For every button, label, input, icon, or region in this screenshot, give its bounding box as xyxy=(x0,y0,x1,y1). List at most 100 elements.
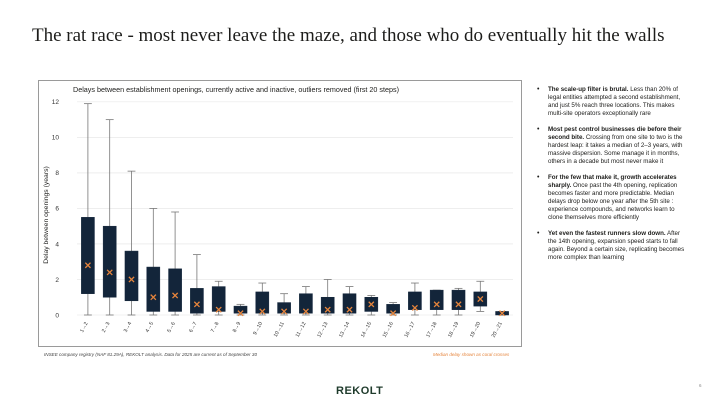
median-cross xyxy=(324,306,331,313)
x-tick-label: 7→8 xyxy=(210,321,220,334)
x-axis: 1→2 2→3 3→4 4→5 5→6 6→7 7→8 8→9 9→10 10→11 11→12 12… xyxy=(79,321,504,339)
x-tick-label: 16→17 xyxy=(404,321,417,339)
bullet-bold: Yet even the fastest runners slow down. xyxy=(548,230,666,237)
x-tick-label: 10→11 xyxy=(273,321,286,338)
slide-title: The rat race - most never leave the maze… xyxy=(32,25,665,46)
box-group xyxy=(233,303,248,317)
y-tick-label: 6 xyxy=(55,206,59,213)
box-group xyxy=(168,211,182,316)
source-footnote: INSEE company registry (NAF 81.29A), REK… xyxy=(44,352,258,357)
median-cross xyxy=(281,308,288,315)
x-tick-label: 8→9 xyxy=(232,321,242,334)
y-tick-label: 0 xyxy=(55,312,59,319)
box-group xyxy=(320,279,335,316)
x-tick-label: 15→16 xyxy=(382,321,395,339)
iqr-box xyxy=(124,250,139,302)
box-series xyxy=(81,103,509,317)
iqr-box xyxy=(190,288,204,314)
iqr-box xyxy=(299,293,313,314)
iqr-box xyxy=(233,305,248,314)
median-cross xyxy=(128,276,135,283)
iqr-box xyxy=(146,266,161,312)
median-cross xyxy=(368,301,375,308)
x-tick-label: 11→12 xyxy=(295,321,308,338)
box-group xyxy=(408,282,422,316)
rekolt-logo: REKOLT xyxy=(336,385,384,397)
iqr-box xyxy=(277,302,291,314)
median-cross xyxy=(499,310,506,317)
box-group xyxy=(299,286,313,316)
y-tick-label: 4 xyxy=(55,241,59,248)
bullet-item: The scale-up filter is brutal. Less than… xyxy=(537,86,687,118)
box-group xyxy=(495,310,509,317)
iqr-box xyxy=(81,217,95,294)
box-group xyxy=(211,280,226,316)
median-cross xyxy=(172,292,179,299)
y-tick-label: 10 xyxy=(52,135,60,142)
x-tick-label: 20→21 xyxy=(491,321,504,339)
bullet-text: Less than 20% of legal entities attempte… xyxy=(548,86,681,117)
median-cross xyxy=(411,304,418,311)
median-cross xyxy=(150,294,157,301)
x-tick-label: 9→10 xyxy=(252,321,264,336)
median-cross xyxy=(302,308,309,315)
median-cross xyxy=(237,310,244,317)
bullet-bold: The scale-up filter is brutal. xyxy=(548,86,629,93)
x-tick-label: 14→15 xyxy=(360,321,373,339)
bullet-item: Yet even the fastest runners slow down. … xyxy=(537,230,687,262)
box-group xyxy=(473,280,488,312)
iqr-box xyxy=(102,225,117,298)
box-group xyxy=(124,170,139,316)
grid-lines xyxy=(77,101,513,316)
box-group xyxy=(451,287,466,316)
iqr-box xyxy=(429,289,444,310)
median-cross xyxy=(193,301,200,308)
iqr-box xyxy=(451,289,466,310)
median-legend-note: Median delay shown as coral crosses xyxy=(433,352,510,357)
chart-title: Delays between establishment openings, c… xyxy=(73,85,399,94)
x-tick-label: 5→6 xyxy=(166,321,176,334)
y-axis-label: Delay between openings (years) xyxy=(43,166,50,263)
iqr-box xyxy=(342,293,357,314)
x-tick-label: 18→19 xyxy=(447,321,460,339)
box-group xyxy=(342,286,357,316)
box-group xyxy=(386,302,400,317)
iqr-box xyxy=(168,268,182,312)
median-cross xyxy=(455,301,462,308)
bullet-bold: Most pest control businesses die before … xyxy=(548,126,682,141)
iqr-box xyxy=(320,296,335,314)
box-group xyxy=(429,289,444,316)
median-cross xyxy=(477,295,484,303)
x-tick-label: 1→2 xyxy=(79,321,89,334)
y-tick-label: 2 xyxy=(55,277,59,284)
iqr-box xyxy=(386,304,400,314)
x-tick-label: 12→13 xyxy=(316,321,329,339)
iqr-box xyxy=(408,291,422,310)
y-axis: 0 2 4 6 8 10 12 xyxy=(52,99,60,319)
y-tick-label: 8 xyxy=(55,170,59,177)
x-tick-label: 6→7 xyxy=(188,321,198,334)
bullet-text: After the 14th opening, expansion speed … xyxy=(548,230,685,261)
x-tick-label: 17→18 xyxy=(425,321,438,339)
box-group xyxy=(81,103,95,316)
x-tick-label: 13→14 xyxy=(338,321,351,339)
page-number: 6 xyxy=(699,383,702,388)
box-group xyxy=(255,282,270,316)
chart-frame: Delays between establishment openings, c… xyxy=(38,80,522,347)
box-group xyxy=(364,295,379,316)
median-cross xyxy=(259,308,266,315)
bullet-bold: For the few that make it, growth acceler… xyxy=(548,174,677,189)
x-tick-label: 19→20 xyxy=(469,321,482,339)
iqr-box xyxy=(211,286,226,312)
x-tick-label: 2→3 xyxy=(101,321,111,334)
median-cross xyxy=(390,310,397,317)
box-group xyxy=(190,254,204,316)
bullet-item: For the few that make it, growth acceler… xyxy=(537,174,687,222)
bullet-item: Most pest control businesses die before … xyxy=(537,126,687,166)
median-cross xyxy=(433,301,440,308)
bullet-text: Once past the 4th opening, replication b… xyxy=(548,182,678,221)
x-tick-label: 4→5 xyxy=(145,321,155,334)
box-plot-chart: Delays between establishment openings, c… xyxy=(43,85,513,339)
insight-bullets: The scale-up filter is brutal. Less than… xyxy=(537,86,687,270)
box-group xyxy=(146,208,161,316)
